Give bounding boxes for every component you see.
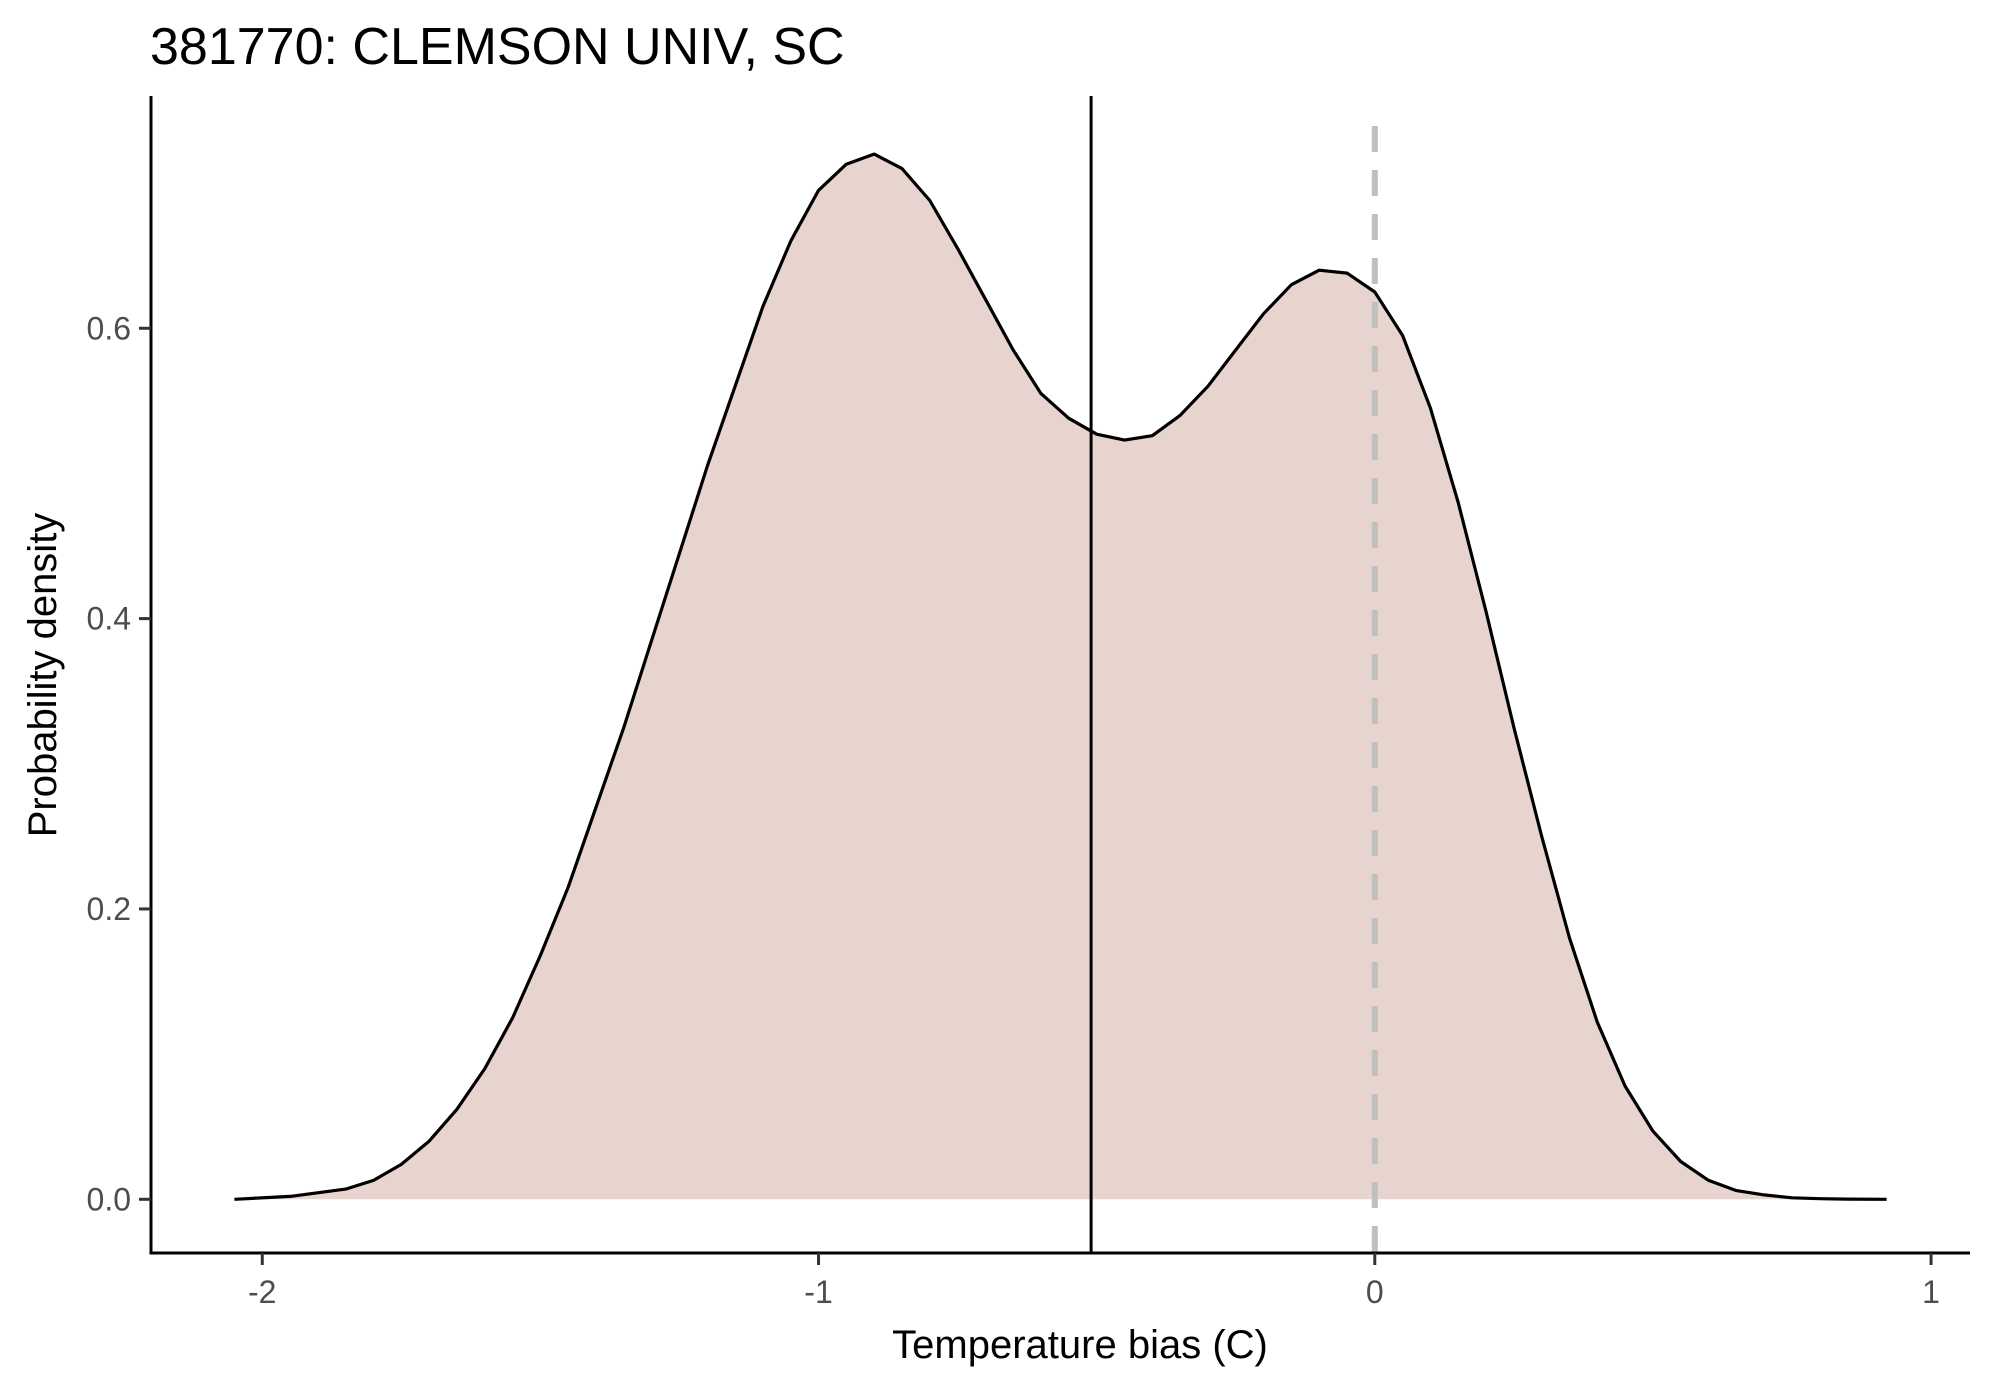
y-tick-label: 0.6 [87,310,131,346]
y-tick-label: 0.0 [87,1181,131,1217]
x-tick-label: -2 [248,1274,276,1310]
x-axis-label: Temperature bias (C) [892,1323,1268,1367]
x-tick-label: 0 [1366,1274,1384,1310]
plot-area: -2 -1 0 1 0.0 0.2 0.4 0.6 [87,96,1970,1310]
y-tick-label: 0.2 [87,891,131,927]
x-tick-label: -1 [804,1274,832,1310]
y-axis-label: Probability density [21,513,65,838]
density-area [234,154,1887,1200]
chart-title: 381770: CLEMSON UNIV, SC [150,18,845,76]
y-tick-label: 0.4 [87,601,131,637]
density-curve [234,152,1887,1201]
x-tick-label: 1 [1922,1274,1940,1310]
